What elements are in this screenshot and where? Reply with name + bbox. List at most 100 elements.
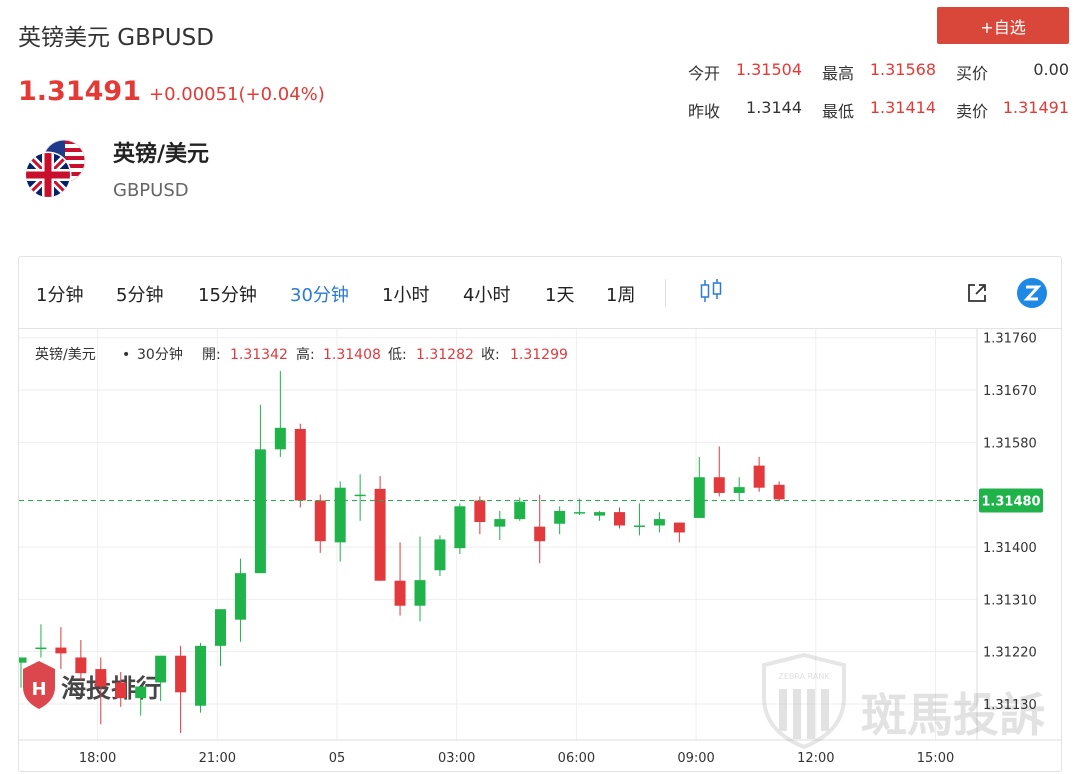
y-tick-label: 1.31670 <box>983 384 1037 399</box>
zebra-shield-icon <box>762 652 846 750</box>
bid-label: 买价 <box>956 64 989 83</box>
timeframe-30min[interactable]: 30分钟 <box>290 285 349 306</box>
candlestick-chart: H 海投排行 ZEBRA RANK 斑馬投訴 1.317601.316701.3… <box>19 329 1061 766</box>
pair-name: 英镑/美元 <box>113 142 210 167</box>
y-tick-label: 1.31130 <box>983 698 1037 713</box>
ask-label: 卖价 <box>956 102 989 121</box>
candle-body <box>594 512 606 516</box>
external-link-icon[interactable] <box>965 281 989 305</box>
prev-close-label: 昨收 <box>688 102 721 121</box>
candle-style-icon[interactable] <box>699 277 723 305</box>
toolbar-divider <box>665 279 666 307</box>
prev-close-value: 1.3144 <box>746 98 802 117</box>
x-tick-label: 05 <box>329 751 346 766</box>
legend-open: 1.31342 <box>230 347 288 363</box>
legend-name: 英镑/美元 <box>35 346 96 363</box>
legend-open-label: 開: <box>202 347 221 363</box>
candle-body <box>195 645 207 706</box>
y-tick-label: 1.31580 <box>983 436 1037 451</box>
timeframe-1h[interactable]: 1小时 <box>382 285 430 306</box>
timeframe-5min[interactable]: 5分钟 <box>116 285 164 306</box>
candle-body <box>614 512 625 526</box>
current-price-tag <box>979 488 1043 513</box>
high-value: 1.31568 <box>869 60 936 79</box>
candle-body <box>673 522 685 533</box>
candle-body <box>175 655 187 693</box>
bid-value: 0.00 <box>1033 60 1069 79</box>
candle-body <box>354 494 366 497</box>
candle-body <box>574 512 586 514</box>
legend-close-label: 收: <box>481 347 500 363</box>
ask-value: 1.31491 <box>1002 98 1069 117</box>
zebra-stripe <box>821 689 829 731</box>
candle-body <box>534 526 546 542</box>
candle-body <box>414 580 426 606</box>
candle-body <box>115 682 127 699</box>
candle-body <box>75 657 87 674</box>
chart-grid <box>19 329 977 740</box>
candles <box>19 370 785 734</box>
candle-body <box>434 539 446 571</box>
candle-body <box>454 506 466 549</box>
timeframe-1w[interactable]: 1周 <box>606 285 636 306</box>
last-price: 1.31491 <box>18 76 141 107</box>
zebra-logo-icon[interactable] <box>1017 278 1047 308</box>
x-tick-label: 21:00 <box>199 751 236 766</box>
timeframe-15min[interactable]: 15分钟 <box>198 285 257 306</box>
pair-code: GBPUSD <box>113 180 189 201</box>
candle-body <box>334 487 346 543</box>
legend-low: 1.31282 <box>416 347 474 363</box>
low-value: 1.31414 <box>869 98 936 117</box>
chart-toolbar: 1分钟 5分钟 15分钟 30分钟 1小时 4小时 1天 1周 <box>19 257 1061 329</box>
price-change: +0.00051(+0.04%) <box>148 84 325 105</box>
page-title: 英镑美元 GBPUSD <box>18 25 214 51</box>
price-row: 1.31491 +0.00051(+0.04%) <box>18 76 325 107</box>
candle-body <box>374 488 386 581</box>
y-tick-label: 1.31400 <box>983 541 1037 556</box>
timeframe-4h[interactable]: 4小时 <box>463 285 511 306</box>
x-tick-label: 12:00 <box>797 751 834 766</box>
legend-high-label: 高: <box>296 346 315 363</box>
current-price-label: 1.31480 <box>981 494 1040 509</box>
legend-low-label: 低: <box>388 347 407 363</box>
chart-legend: 英镑/美元 • 30分钟 開: 1.31342 高: 1.31408 低: 1.… <box>35 346 568 363</box>
candle-body <box>653 519 665 526</box>
candle-body <box>753 465 765 488</box>
x-tick-label: 15:00 <box>917 751 954 766</box>
timeframe-1min[interactable]: 1分钟 <box>36 285 84 306</box>
timeframe-1d[interactable]: 1天 <box>545 285 575 306</box>
add-favorite-button[interactable]: +自选 <box>937 7 1069 44</box>
x-tick-label: 06:00 <box>558 751 595 766</box>
x-tick-label: 09:00 <box>677 751 714 766</box>
legend-high: 1.31408 <box>323 347 381 363</box>
open-label: 今开 <box>688 64 721 83</box>
candle-body <box>773 484 785 500</box>
haitou-shield-icon <box>23 661 55 709</box>
legend-close: 1.31299 <box>510 347 568 363</box>
low-label: 最低 <box>822 102 855 121</box>
zebra-watermark-text: 斑馬投訴 <box>861 688 1045 742</box>
legend-interval: 30分钟 <box>137 346 183 363</box>
candle-body <box>95 669 107 687</box>
candle-body <box>274 427 286 450</box>
x-tick-label: 03:00 <box>438 751 475 766</box>
open-value: 1.31504 <box>735 60 802 79</box>
candle-body <box>514 501 526 520</box>
x-tick-label: 18:00 <box>79 751 116 766</box>
candle-body <box>633 525 645 527</box>
candle-body <box>713 477 725 493</box>
candle-body <box>35 647 47 650</box>
chart-widget: 1分钟 5分钟 15分钟 30分钟 1小时 4小时 1天 1周 H 海 <box>18 256 1062 772</box>
candle-body <box>314 500 326 542</box>
y-tick-label: 1.31310 <box>983 593 1037 608</box>
haitou-shield-glyph: H <box>31 679 46 700</box>
candle-body <box>494 519 506 527</box>
candle-body <box>693 477 705 518</box>
candle-body <box>135 686 147 699</box>
candle-body <box>155 655 167 683</box>
zebra-stripe <box>793 689 801 739</box>
candle-body <box>254 449 266 574</box>
quote-stats: 今开 1.31504 最高 1.31568 买价 0.00 昨收 1.3144 … <box>600 56 1070 126</box>
y-tick-label: 1.31760 <box>983 332 1037 347</box>
y-axis-ticks: 1.31760 1.31670 1.31580 1.31400 1.31310 1.312… <box>983 332 1037 713</box>
